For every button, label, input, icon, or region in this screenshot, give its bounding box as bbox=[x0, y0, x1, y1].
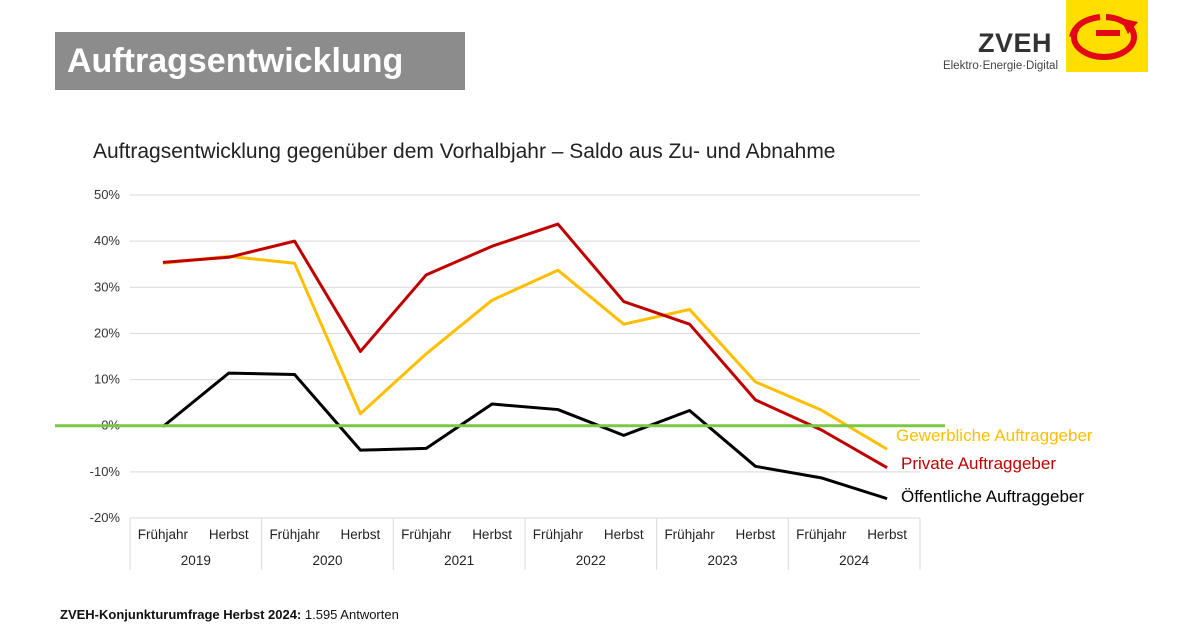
footer-note: ZVEH-Konjunkturumfrage Herbst 2024: 1.59… bbox=[60, 607, 399, 622]
y-tick-label: -20% bbox=[90, 510, 121, 525]
logo-subtitle: Elektro·Energie·Digital bbox=[942, 60, 1058, 72]
page-title: Auftragsentwicklung bbox=[67, 41, 404, 80]
y-tick-label: 50% bbox=[94, 187, 120, 202]
y-tick-label: 20% bbox=[94, 325, 120, 340]
season-label: Herbst bbox=[209, 527, 249, 542]
chart-title: Auftragsentwicklung gegenüber dem Vorhal… bbox=[93, 140, 836, 163]
series-line bbox=[161, 371, 888, 501]
footer-source: ZVEH-Konjunkturumfrage Herbst 2024: bbox=[60, 607, 302, 622]
y-tick-label: -10% bbox=[90, 464, 121, 479]
series-label: Gewerbliche Auftraggeber bbox=[896, 426, 1093, 445]
year-label: 2024 bbox=[839, 553, 870, 568]
season-label: Herbst bbox=[604, 527, 644, 542]
season-label: Herbst bbox=[736, 527, 776, 542]
footer-responses: 1.595 Antworten bbox=[301, 607, 399, 622]
logo-name: ZVEH bbox=[977, 28, 1052, 58]
season-label: Herbst bbox=[867, 527, 907, 542]
series-line bbox=[162, 222, 888, 470]
season-label: Frühjahr bbox=[401, 527, 452, 542]
page-title-box: Auftragsentwicklung bbox=[55, 32, 465, 90]
season-label: Frühjahr bbox=[533, 527, 584, 542]
y-tick-label: 30% bbox=[94, 279, 120, 294]
series-line bbox=[162, 254, 888, 451]
season-label: Frühjahr bbox=[138, 527, 189, 542]
series-label: Private Auftraggeber bbox=[901, 454, 1056, 473]
year-label: 2020 bbox=[312, 553, 342, 568]
season-label: Frühjahr bbox=[664, 527, 715, 542]
season-label: Frühjahr bbox=[269, 527, 320, 542]
zveh-logo: ZVEH Elektro·Energie·Digital bbox=[930, 0, 1148, 72]
zveh-logo-icon bbox=[1066, 0, 1148, 72]
year-label: 2023 bbox=[707, 553, 737, 568]
year-label: 2019 bbox=[181, 553, 211, 568]
year-label: 2022 bbox=[576, 553, 606, 568]
season-label: Frühjahr bbox=[796, 527, 847, 542]
y-tick-label: 40% bbox=[94, 233, 120, 248]
y-tick-label: 10% bbox=[94, 372, 120, 387]
season-label: Herbst bbox=[472, 527, 512, 542]
year-label: 2021 bbox=[444, 553, 474, 568]
season-label: Herbst bbox=[341, 527, 381, 542]
series-label: Öffentliche Auftraggeber bbox=[901, 487, 1084, 506]
